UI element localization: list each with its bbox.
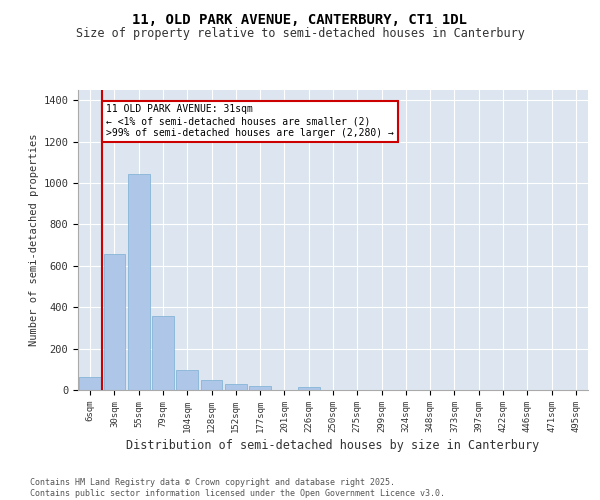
Bar: [249, 386, 271, 390]
Text: 11 OLD PARK AVENUE: 31sqm
← <1% of semi-detached houses are smaller (2)
>99% of : 11 OLD PARK AVENUE: 31sqm ← <1% of semi-…: [106, 104, 394, 138]
Text: Size of property relative to semi-detached houses in Canterbury: Size of property relative to semi-detach…: [76, 28, 524, 40]
Bar: [225, 384, 247, 390]
Bar: [128, 174, 149, 390]
Text: Contains HM Land Registry data © Crown copyright and database right 2025.
Contai: Contains HM Land Registry data © Crown c…: [30, 478, 445, 498]
Bar: [152, 316, 174, 390]
Bar: [79, 376, 101, 390]
X-axis label: Distribution of semi-detached houses by size in Canterbury: Distribution of semi-detached houses by …: [127, 439, 539, 452]
Bar: [298, 387, 320, 390]
Bar: [176, 370, 198, 390]
Bar: [200, 380, 223, 390]
Text: 11, OLD PARK AVENUE, CANTERBURY, CT1 1DL: 11, OLD PARK AVENUE, CANTERBURY, CT1 1DL: [133, 12, 467, 26]
Bar: [104, 254, 125, 390]
Y-axis label: Number of semi-detached properties: Number of semi-detached properties: [29, 134, 39, 346]
